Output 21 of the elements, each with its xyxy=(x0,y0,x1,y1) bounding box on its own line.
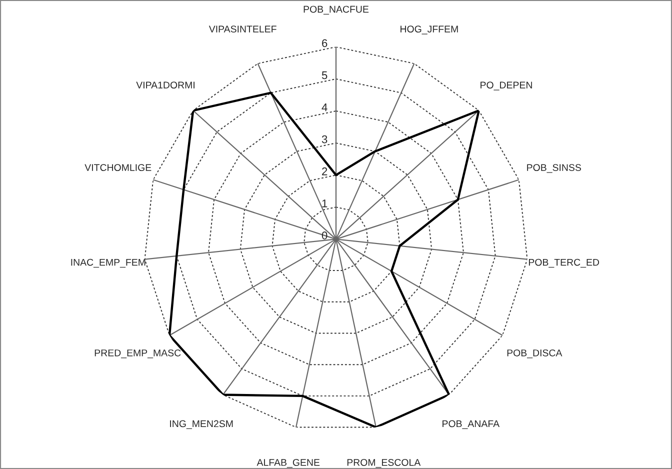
y-tick-label: 5 xyxy=(322,71,328,80)
spoke-label: POB_NACFUE xyxy=(304,6,369,15)
y-tick-label: 6 xyxy=(322,39,328,48)
spoke-label: PROM_ESCOLA xyxy=(347,459,421,468)
y-tick-label: 1 xyxy=(322,200,328,208)
spoke-label: VIPASINTELEF xyxy=(208,26,276,33)
y-tick-label: 2 xyxy=(322,167,328,176)
spoke-label: PO_DEPEN xyxy=(480,82,532,90)
spoke-label: POB_ANAFA xyxy=(442,420,500,429)
spoke-label: INAC_EMP_FEM xyxy=(71,258,146,268)
spoke-label: PRED_EMP_MASC xyxy=(94,349,181,358)
spoke-label: POB_DISCA xyxy=(507,349,562,358)
spoke-label: POB_TERC_ED xyxy=(528,258,600,268)
y-tick-label: 3 xyxy=(322,135,328,144)
spoke-label: ALFAB_GENE xyxy=(256,459,320,468)
spoke-label: POB_SINSS xyxy=(527,164,581,173)
spoke-label: VIPA1DORMI xyxy=(136,82,194,89)
spoke-label: HOG_JFFEM xyxy=(400,26,458,34)
y-tick-label: 4 xyxy=(322,103,328,112)
spoke-label: VITCHOMLIGE xyxy=(84,164,152,172)
spoke-label: ING_MEN2SM xyxy=(170,420,233,429)
